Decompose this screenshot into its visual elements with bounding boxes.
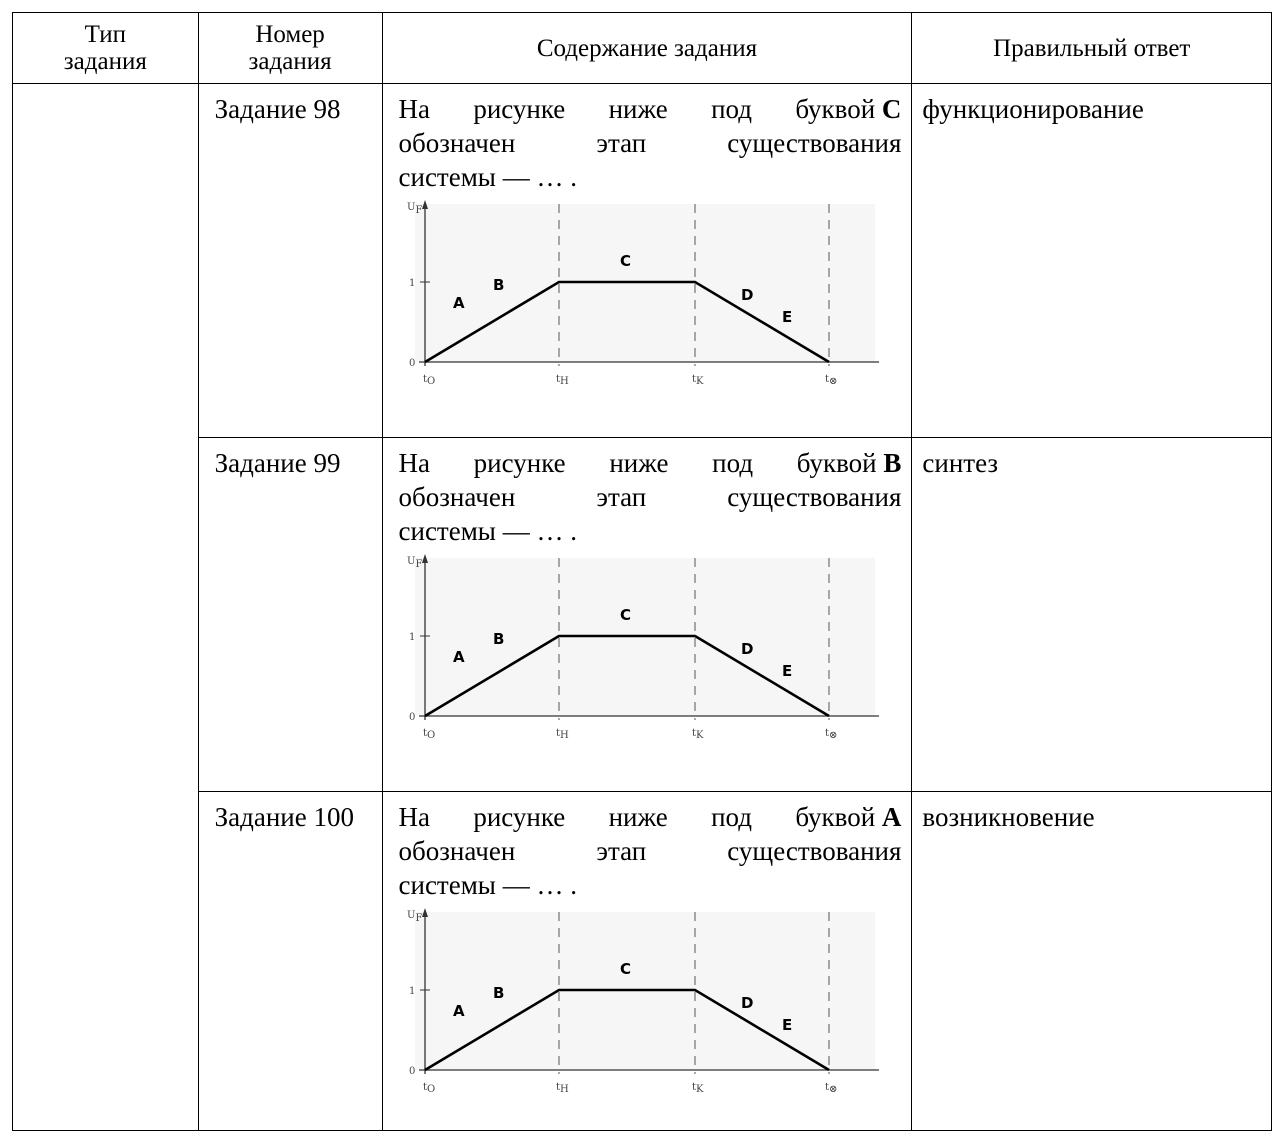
task-content: На рисунке ниже под буквой B обозначен этап су… [381, 437, 913, 792]
tick-tEnd: t⊗ [825, 374, 837, 387]
task-number: Задание 100 [197, 791, 383, 1131]
tick-t0: tO [423, 374, 435, 387]
stage-label-c: C [620, 252, 631, 270]
task-text-line-2: обозначен этап существования [398, 482, 902, 512]
y-axis-arrow [421, 554, 428, 563]
tick-tH: tH [556, 728, 569, 741]
y-tick-1: 1 [409, 278, 415, 289]
stage-label-c: C [620, 606, 631, 624]
stage-label-d: D [741, 286, 753, 304]
stage-label-e: E [782, 1016, 792, 1034]
correct-answer: синтез [911, 437, 1272, 792]
task-text-line-1: На рисунке ниже под буквой C [398, 94, 902, 124]
lifecycle-curve [423, 988, 830, 1072]
header-content: Содержание задания [381, 12, 913, 84]
stage-label-a: A [453, 1002, 465, 1020]
task-text-line-3: системы — … . [398, 870, 577, 900]
task-number: Задание 99 [197, 437, 383, 792]
stage-diagram: UF 1 0 t tO tH tK t⊗ A B C D E [407, 200, 879, 387]
task-number: Задание 98 [197, 83, 383, 438]
y-tick-0: 0 [409, 712, 415, 723]
table-row: Задание 99 На рисунке ниже под буквой B обоз… [13, 437, 1272, 792]
y-tick-1: 1 [409, 986, 415, 997]
lifecycle-curve [423, 280, 830, 364]
stage-letter: C [881, 94, 902, 124]
stage-label-e: E [782, 662, 792, 680]
task-text-line-3: системы — … . [398, 516, 577, 546]
stage-label-b: B [493, 276, 504, 294]
stage-diagram: UF 1 0 t tO tH tK t⊗ A B C D E [407, 908, 879, 1095]
y-axis-label: UF [407, 910, 422, 924]
task-text-line-2: обозначен этап существования [398, 836, 902, 866]
task-text-line-1: На рисунке ниже под буквой A [398, 802, 902, 832]
tick-t0: tO [423, 1082, 435, 1095]
stage-label-d: D [741, 994, 753, 1012]
task-type-cell [12, 83, 199, 1131]
y-axis-label: UF [407, 202, 422, 216]
stage-letter: B [883, 448, 902, 478]
tasks-table: Тип задания Номер задания Содержание задан… [12, 12, 1272, 1131]
task-text-line-1: На рисунке ниже под буквой B [398, 448, 902, 478]
stage-letter: A [881, 802, 902, 832]
table-row: Задание 98 На рисунке ниже под буквой C обоз… [12, 83, 1272, 1131]
stage-label-a: A [453, 648, 465, 666]
stage-label-c: C [620, 960, 631, 978]
y-axis-label: UF [407, 556, 422, 570]
correct-answer: функционирование [911, 83, 1272, 438]
header-type: Тип задания [12, 12, 199, 84]
stage-label-b: B [493, 630, 504, 648]
stage-label-d: D [741, 640, 753, 658]
task-text-line-3: системы — … . [398, 162, 577, 192]
y-tick-0: 0 [409, 358, 415, 369]
task-content: На рисунке ниже под буквой A обозначен этап су… [381, 791, 913, 1131]
stage-diagram: UF 1 0 t tO tH tK t⊗ A B C D E [407, 554, 879, 741]
stage-label-e: E [782, 308, 792, 326]
header-number: Номер задания [197, 12, 383, 84]
table-row: Задание 100 На рисунке ниже под буквой A обо… [13, 791, 1272, 1131]
tick-tH: tH [556, 374, 569, 387]
tick-tK: tK [692, 374, 704, 387]
stage-label-b: B [493, 984, 504, 1002]
y-axis-arrow [421, 200, 428, 209]
header-answer: Правильный ответ [911, 12, 1272, 84]
correct-answer: возникновение [911, 791, 1272, 1131]
tick-tK: tK [692, 1082, 704, 1095]
y-tick-0: 0 [409, 1066, 415, 1077]
tick-tEnd: t⊗ [825, 1082, 837, 1095]
tick-tK: tK [692, 728, 704, 741]
header-row: Тип задания Номер задания Содержание задан… [12, 12, 1272, 84]
y-tick-1: 1 [409, 632, 415, 643]
tick-tEnd: t⊗ [825, 728, 837, 741]
task-content: На рисунке ниже под буквой C обозначен этап су… [381, 83, 913, 438]
lifecycle-curve [423, 634, 830, 718]
tick-tH: tH [556, 1082, 569, 1095]
task-text-line-2: обозначен этап существования [398, 128, 902, 158]
y-axis-arrow [421, 908, 428, 917]
stage-label-a: A [453, 294, 465, 312]
tick-t0: tO [423, 728, 435, 741]
